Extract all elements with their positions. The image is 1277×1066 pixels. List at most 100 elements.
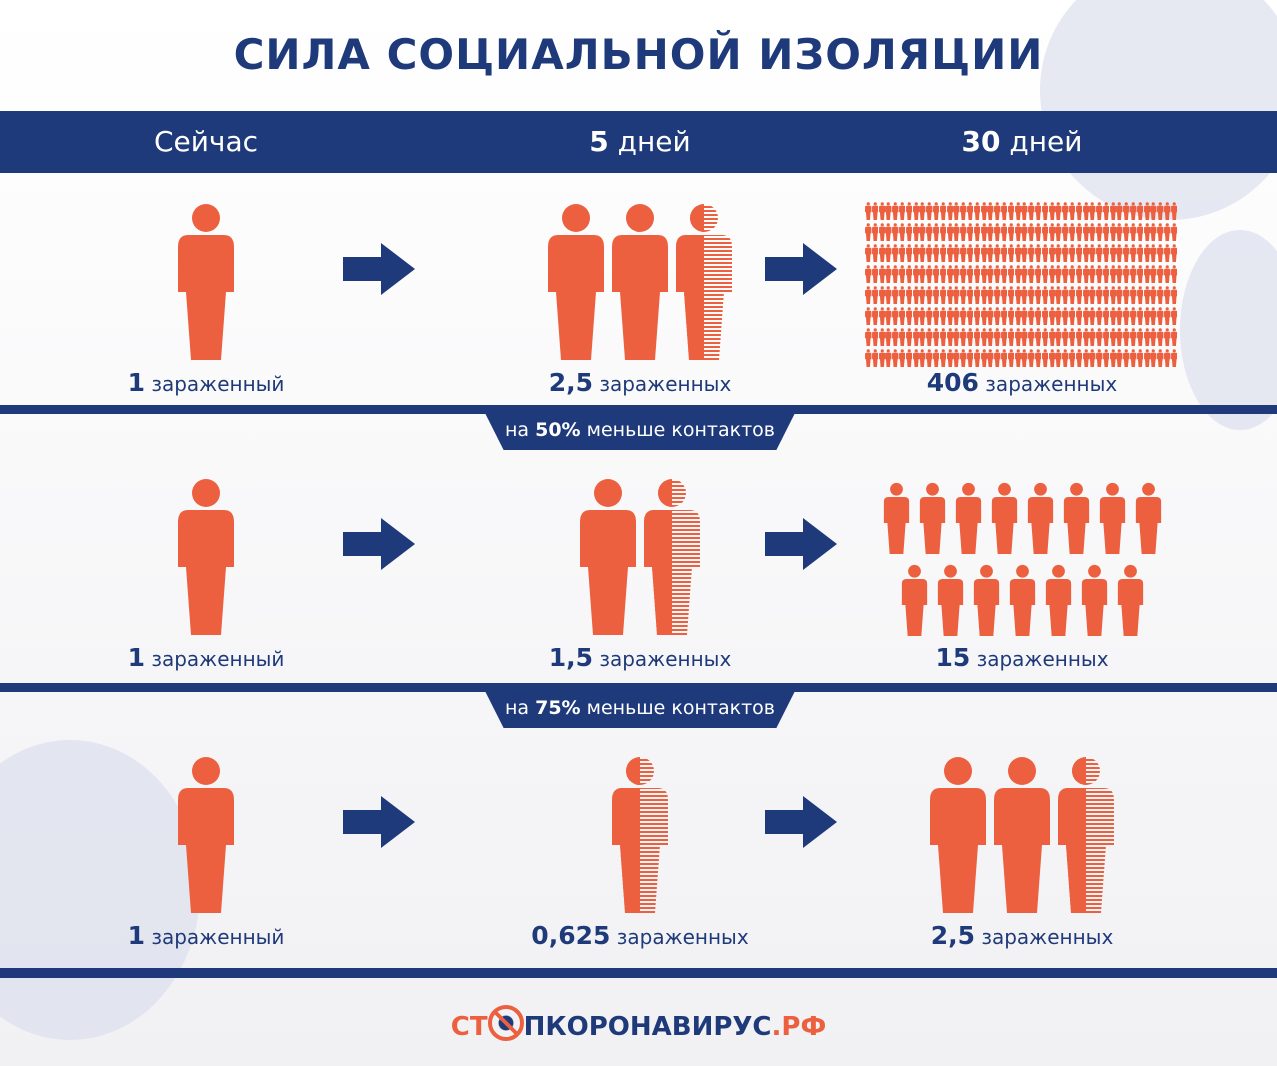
person-icon bbox=[981, 202, 988, 220]
person-icon bbox=[1076, 223, 1083, 241]
person-icon bbox=[1096, 307, 1103, 325]
person-icon bbox=[1130, 286, 1137, 304]
person-icon bbox=[1021, 286, 1028, 304]
person-icon bbox=[933, 349, 940, 367]
person-icon bbox=[1001, 265, 1008, 283]
person-icon bbox=[1103, 349, 1110, 367]
person-icon bbox=[1150, 223, 1157, 241]
person-icon bbox=[865, 244, 872, 262]
person-icon bbox=[1049, 265, 1056, 283]
header-5-days: 5 дней bbox=[589, 125, 691, 158]
person-icon bbox=[1150, 328, 1157, 346]
person-icon bbox=[1123, 223, 1130, 241]
person-icon bbox=[1008, 286, 1015, 304]
person-icon bbox=[1096, 265, 1103, 283]
divider bbox=[0, 968, 1277, 978]
person-icon bbox=[1069, 223, 1076, 241]
person-icon bbox=[1049, 286, 1056, 304]
person-icon bbox=[906, 244, 913, 262]
person-icon bbox=[885, 307, 892, 325]
person-icon bbox=[1062, 223, 1069, 241]
person-icon bbox=[865, 328, 872, 346]
person-icon bbox=[892, 202, 899, 220]
person-icon bbox=[1008, 265, 1015, 283]
person-icon bbox=[981, 244, 988, 262]
person-icon bbox=[953, 244, 960, 262]
people-group bbox=[872, 755, 1172, 913]
person-icon bbox=[1008, 244, 1015, 262]
person-icon bbox=[1171, 307, 1178, 325]
contacts-reduction-50: на 50% меньше контактов bbox=[485, 413, 795, 450]
person-icon bbox=[1164, 328, 1171, 346]
person-icon bbox=[1035, 307, 1042, 325]
person-icon bbox=[913, 223, 920, 241]
person-icon bbox=[1069, 244, 1076, 262]
virus-decoration bbox=[1180, 230, 1277, 430]
person-icon bbox=[1157, 286, 1164, 304]
person-icon bbox=[967, 202, 974, 220]
person-icon bbox=[872, 223, 879, 241]
person-icon bbox=[1171, 286, 1178, 304]
person-icon bbox=[926, 307, 933, 325]
person-icon bbox=[1116, 223, 1123, 241]
arrow-right-icon bbox=[343, 518, 415, 570]
person-icon bbox=[967, 223, 974, 241]
person-icon bbox=[1096, 328, 1103, 346]
person-icon bbox=[899, 265, 906, 283]
person-icon bbox=[1157, 307, 1164, 325]
person-icon bbox=[1083, 202, 1090, 220]
person-icon bbox=[1055, 328, 1062, 346]
person-icon bbox=[953, 202, 960, 220]
page-title: СИЛА СОЦИАЛЬНОЙ ИЗОЛЯЦИИ bbox=[233, 30, 1044, 79]
person-icon bbox=[967, 286, 974, 304]
person-icon bbox=[919, 202, 926, 220]
person-icon bbox=[178, 755, 234, 913]
person-icon bbox=[913, 307, 920, 325]
person-icon bbox=[1157, 349, 1164, 367]
person-icon bbox=[1055, 244, 1062, 262]
person-icon bbox=[1028, 244, 1035, 262]
person-icon bbox=[879, 349, 886, 367]
people-grid bbox=[865, 202, 1178, 367]
person-icon bbox=[1062, 328, 1069, 346]
person-icon bbox=[1089, 202, 1096, 220]
person-icon bbox=[1049, 244, 1056, 262]
person-icon bbox=[987, 265, 994, 283]
person-icon bbox=[1055, 307, 1062, 325]
person-icon bbox=[1076, 202, 1083, 220]
person-icon bbox=[879, 328, 886, 346]
person-icon bbox=[1028, 265, 1035, 283]
person-icon bbox=[1103, 202, 1110, 220]
person-icon bbox=[1103, 265, 1110, 283]
person-icon bbox=[1135, 482, 1162, 554]
person-icon bbox=[872, 265, 879, 283]
person-icon bbox=[1069, 349, 1076, 367]
person-icon bbox=[1089, 265, 1096, 283]
person-icon bbox=[1069, 286, 1076, 304]
person-icon bbox=[913, 265, 920, 283]
person-icon bbox=[1150, 244, 1157, 262]
person-icon bbox=[1144, 265, 1151, 283]
person-icon bbox=[1076, 307, 1083, 325]
person-icon bbox=[1137, 223, 1144, 241]
person-icon bbox=[872, 202, 879, 220]
person-icon bbox=[879, 223, 886, 241]
person-icon bbox=[1110, 328, 1117, 346]
person-icon bbox=[1069, 265, 1076, 283]
person-icon bbox=[1171, 202, 1178, 220]
person-icon bbox=[1096, 286, 1103, 304]
contacts-reduction-75: на 75% меньше контактов bbox=[485, 691, 795, 728]
person-icon bbox=[947, 349, 954, 367]
person-icon bbox=[899, 202, 906, 220]
person-icon bbox=[1042, 202, 1049, 220]
person-icon bbox=[1076, 286, 1083, 304]
infected-count-label: 1,5 зараженных bbox=[548, 643, 732, 672]
person-icon bbox=[1110, 307, 1117, 325]
person-icon bbox=[1001, 307, 1008, 325]
person-icon bbox=[919, 244, 926, 262]
person-icon bbox=[967, 328, 974, 346]
person-icon bbox=[1021, 265, 1028, 283]
person-icon bbox=[987, 286, 994, 304]
person-icon bbox=[940, 349, 947, 367]
person-icon bbox=[1055, 223, 1062, 241]
